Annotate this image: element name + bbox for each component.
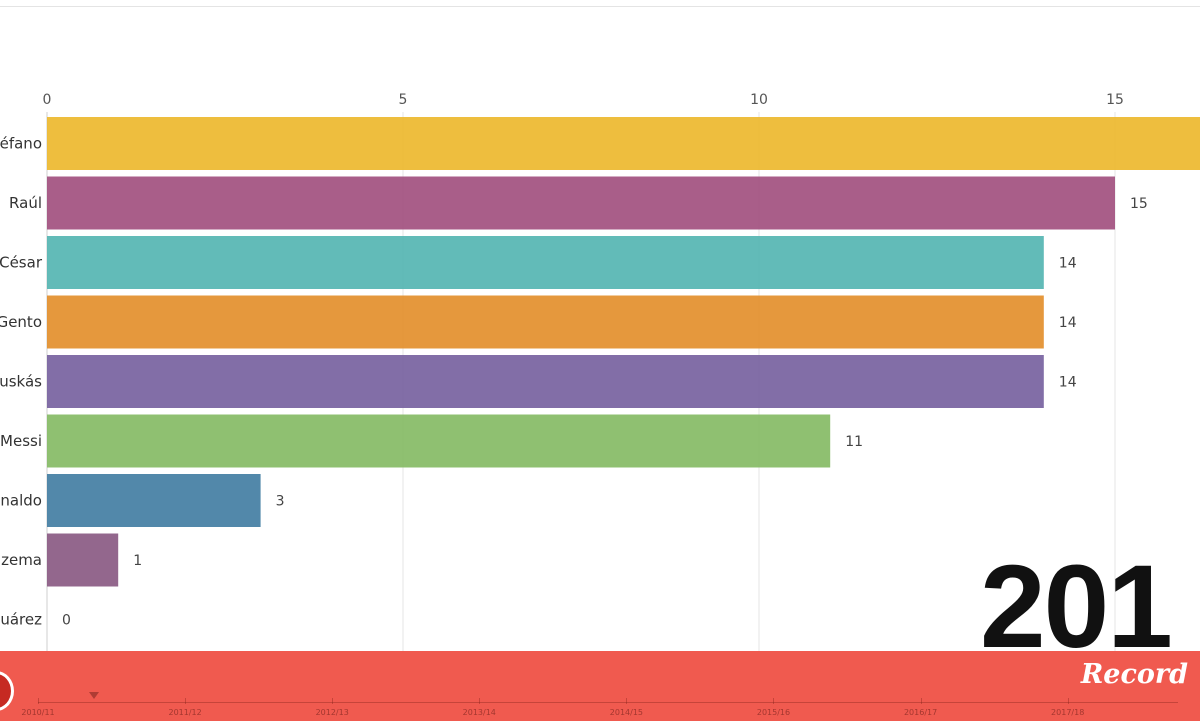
timeline-label[interactable]: 2012/13 (315, 708, 349, 717)
category-label: zema (1, 551, 42, 569)
value-label: 14 (1059, 315, 1077, 331)
value-label: 14 (1059, 375, 1077, 391)
timeline-tick (38, 698, 39, 704)
record-logo: Record (1080, 659, 1188, 690)
timeline-label[interactable]: 2017/18 (1051, 708, 1085, 717)
timeline-label[interactable]: 2011/12 (168, 708, 202, 717)
timeline-tick (479, 698, 481, 704)
value-label: 1 (133, 553, 142, 569)
year-overlay: 201 (980, 548, 1173, 666)
top-divider (0, 6, 1200, 7)
timeline-tick (626, 698, 628, 704)
x-tick-label: 15 (1106, 92, 1124, 108)
timeline-label[interactable]: 2016/17 (903, 708, 938, 717)
bar (47, 176, 1115, 230)
category-label: éfano (0, 135, 42, 153)
category-label: César (0, 254, 43, 272)
timeline-tick (185, 698, 187, 704)
x-tick-label: 0 (43, 92, 52, 108)
timeline-marker[interactable] (89, 692, 99, 699)
value-label: 11 (845, 434, 863, 450)
bar (47, 355, 1044, 408)
bar (47, 533, 119, 587)
playback-footer: 2010/11 2011/12 2012/13 2013/14 2014/15 2015/… (0, 651, 1200, 721)
value-label: 0 (62, 613, 71, 629)
bar (47, 117, 1200, 170)
category-label: uskás (0, 373, 42, 391)
timeline-tick (773, 698, 775, 704)
bar (47, 474, 261, 527)
category-label: Raúl (9, 194, 42, 212)
timeline-tick (1067, 698, 1069, 704)
play-button[interactable] (0, 671, 14, 711)
value-label: 3 (276, 494, 285, 510)
timeline-label[interactable]: 2010/11 (21, 708, 55, 717)
bar (47, 236, 1044, 289)
timeline-label[interactable]: 2014/15 (609, 708, 643, 717)
timeline-tick (332, 698, 334, 704)
value-label: 15 (1130, 196, 1148, 212)
timeline-slider[interactable]: 2010/11 2011/12 2012/13 2013/14 2014/15 2015/… (21, 698, 1178, 717)
category-label: Gento (0, 313, 42, 331)
timeline-tick (920, 698, 922, 704)
category-label: naldo (0, 492, 42, 510)
category-label: uárez (0, 611, 42, 629)
value-label: 14 (1059, 256, 1077, 272)
bar (47, 414, 831, 468)
category-label: Messi (0, 432, 42, 450)
x-tick-label: 5 (399, 92, 408, 108)
timeline-label[interactable]: 2013/14 (462, 708, 496, 717)
x-tick-label: 10 (750, 92, 768, 108)
timeline-label[interactable]: 2015/16 (756, 708, 791, 717)
bar (47, 295, 1044, 349)
